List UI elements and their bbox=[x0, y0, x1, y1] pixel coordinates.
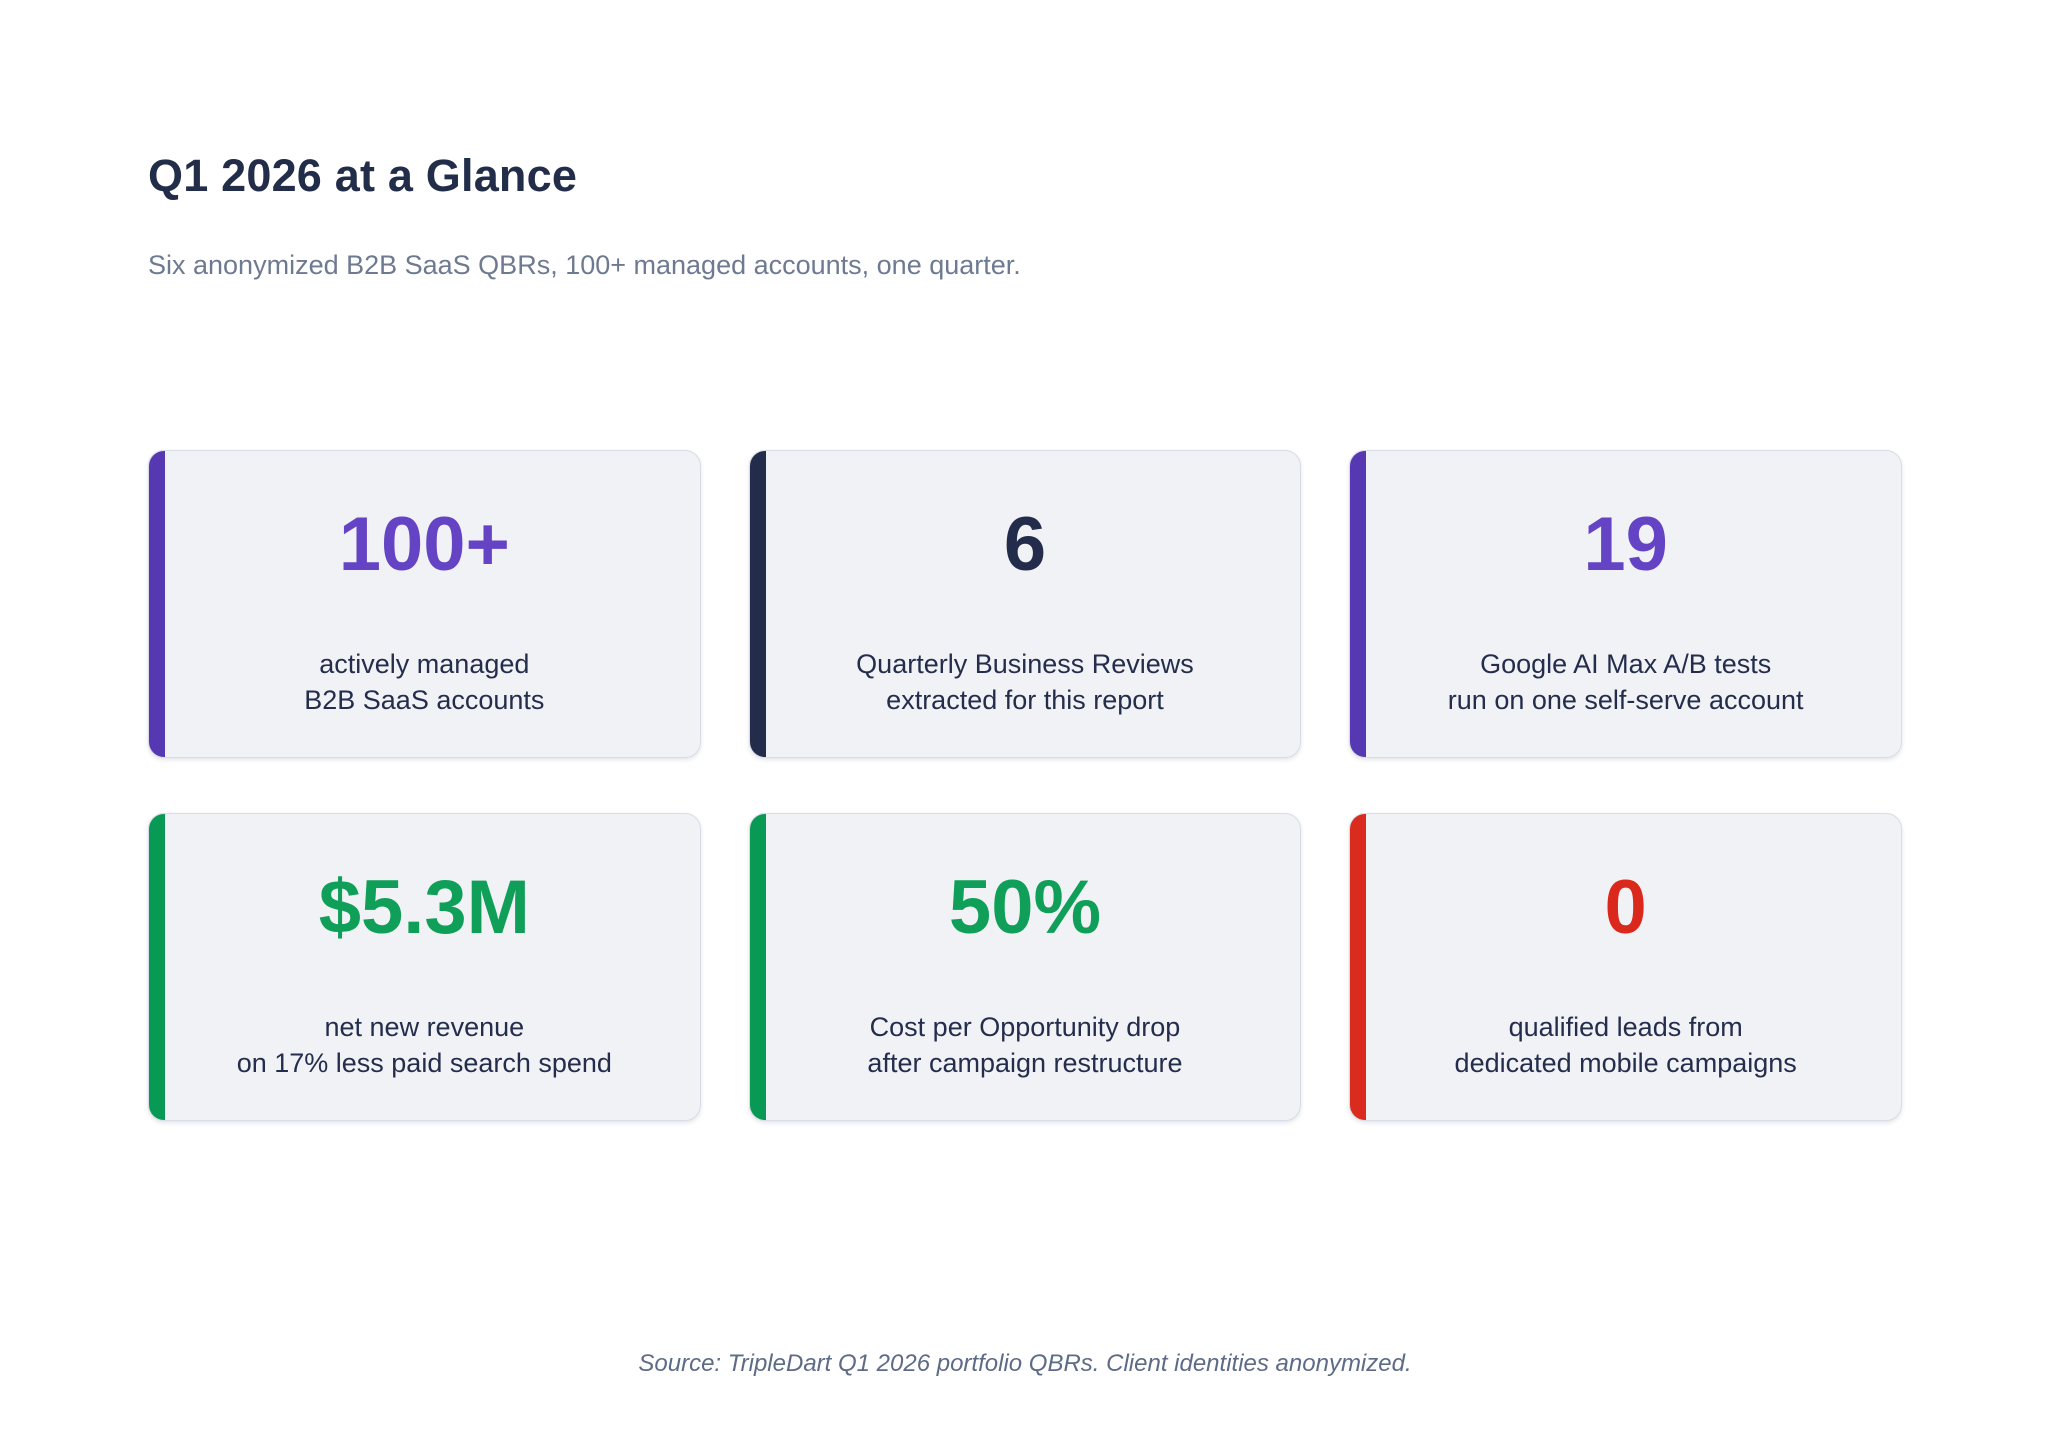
stat-label: actively managed B2B SaaS accounts bbox=[304, 649, 545, 715]
stat-label: Cost per Opportunity drop after campaign… bbox=[867, 1012, 1183, 1078]
stat-card-4: 50% Cost per Opportunity drop after camp… bbox=[748, 813, 1302, 1121]
stat-value: 0 bbox=[1604, 865, 1647, 951]
accent-bar bbox=[1350, 814, 1367, 1120]
accent-bar bbox=[1350, 451, 1367, 757]
stat-label: Google AI Max A/B tests run on one self-… bbox=[1447, 649, 1804, 715]
stat-label: net new revenue on 17% less paid search … bbox=[236, 1012, 612, 1078]
stat-label: Quarterly Business Reviews extracted for… bbox=[856, 649, 1194, 715]
stat-value: 50% bbox=[948, 865, 1102, 951]
stat-card-3: $5.3M net new revenue on 17% less paid s… bbox=[148, 813, 701, 1121]
stat-label: qualified leads from dedicated mobile ca… bbox=[1454, 1012, 1797, 1078]
stat-value: 100+ bbox=[338, 502, 510, 588]
stat-card-0: 100+ actively managed B2B SaaS accounts bbox=[148, 450, 701, 758]
stats-grid: 100+ actively managed B2B SaaS accounts … bbox=[148, 450, 1902, 1121]
page-subtitle: Six anonymized B2B SaaS QBRs, 100+ manag… bbox=[148, 250, 1021, 280]
stat-value: 19 bbox=[1583, 502, 1668, 588]
stat-value: 6 bbox=[1003, 502, 1047, 588]
accent-bar bbox=[149, 814, 165, 1120]
accent-bar bbox=[749, 451, 766, 757]
stat-card-1: 6 Quarterly Business Reviews extracted f… bbox=[748, 450, 1302, 758]
stat-card-5: 0 qualified leads from dedicated mobile … bbox=[1349, 813, 1902, 1121]
accent-bar bbox=[149, 451, 165, 757]
stat-card-2: 19 Google AI Max A/B tests run on one se… bbox=[1349, 450, 1902, 758]
source-note: Source: TripleDart Q1 2026 portfolio QBR… bbox=[638, 1350, 1412, 1377]
stat-value: $5.3M bbox=[318, 865, 530, 951]
accent-bar bbox=[749, 814, 766, 1120]
page-header: Q1 2026 at a Glance Six anonymized B2B S… bbox=[148, 150, 1021, 281]
page-title: Q1 2026 at a Glance bbox=[148, 150, 578, 201]
